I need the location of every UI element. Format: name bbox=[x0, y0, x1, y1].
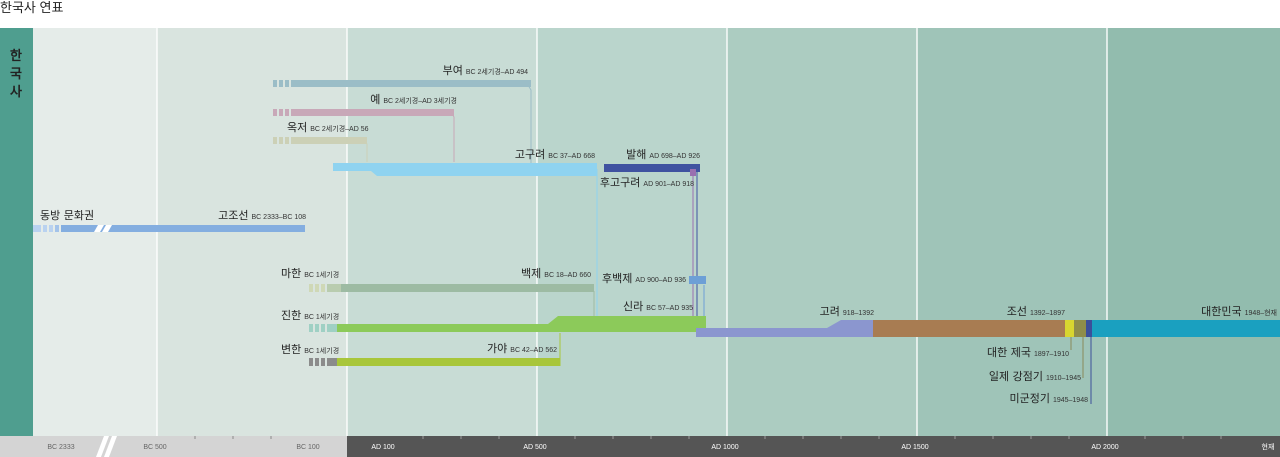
bar-ye-dash bbox=[279, 109, 283, 116]
bar-dongbang-dash bbox=[33, 225, 41, 232]
axis-tick-label: BC 100 bbox=[296, 444, 319, 451]
bar-mahan-dash bbox=[315, 284, 319, 292]
axis-tick-label: AD 1000 bbox=[711, 444, 738, 451]
bar-jinhan-dash bbox=[315, 324, 319, 332]
axis-break bbox=[104, 436, 117, 457]
bar-buyeo bbox=[291, 80, 531, 87]
era-band-4 bbox=[537, 28, 727, 436]
bar-okjeo-dash bbox=[273, 137, 277, 144]
bar-gojoseon bbox=[61, 225, 305, 232]
axis-tick-label: AD 1500 bbox=[901, 444, 928, 451]
bar-gojoseon-break bbox=[102, 225, 112, 232]
entity-label: 미군정기 1945–1948 bbox=[1009, 392, 1088, 405]
bar-jinhan-dash bbox=[321, 324, 325, 332]
bar-migunjeong bbox=[1086, 320, 1092, 337]
entity-label: 일제 강점기 1910–1945 bbox=[989, 369, 1081, 383]
bar-dongbang-dash bbox=[43, 225, 47, 232]
entity-label: 대한 제국 1897–1910 bbox=[987, 346, 1069, 359]
bar-joseon bbox=[873, 320, 1065, 337]
bar-ye-dash bbox=[285, 109, 289, 116]
entity-label: 동방 문화권 bbox=[40, 209, 94, 222]
era-band-5 bbox=[727, 28, 917, 436]
axis-bc-band bbox=[0, 436, 347, 457]
bar-buyeo-dash bbox=[279, 80, 283, 87]
axis-tick-label: AD 500 bbox=[523, 444, 546, 451]
bar-dongbang-dash bbox=[49, 225, 53, 232]
bar-ye-dash bbox=[273, 109, 277, 116]
axis-tick-label: AD 100 bbox=[371, 444, 394, 451]
bar-okjeo-dash bbox=[279, 137, 283, 144]
entity-label: 후고구려 AD 901–AD 918 bbox=[600, 176, 694, 189]
bar-goguryeo bbox=[333, 163, 597, 176]
bar-buyeo-dash bbox=[273, 80, 277, 87]
entity-label: 옥저 BC 2세기경–AD 56 bbox=[287, 121, 369, 134]
entity-label: 백제 BC 18–AD 660 bbox=[521, 267, 591, 280]
bar-mahan bbox=[327, 284, 341, 292]
bar-baekje bbox=[341, 284, 594, 292]
era-bands bbox=[33, 28, 1280, 436]
bar-mahan-dash bbox=[309, 284, 313, 292]
bar-ye bbox=[291, 109, 454, 116]
entity-label: 진한 BC 1세기경 bbox=[281, 309, 339, 322]
entity-label: 신라 BC 57–AD 935 bbox=[623, 300, 693, 313]
bar-byeonhan bbox=[327, 358, 337, 366]
side-label-bar: 한 국 사 bbox=[0, 28, 33, 436]
entity-label: 가야 BC 42–AD 562 bbox=[487, 342, 557, 355]
entity-label: 후백제 AD 900–AD 936 bbox=[602, 272, 686, 285]
entity-label: 발해 AD 698–AD 926 bbox=[626, 147, 700, 161]
korean-history-timeline: 한 국 사 bbox=[0, 28, 1280, 457]
side-label-char: 한 bbox=[10, 48, 22, 64]
bar-gaya bbox=[337, 358, 560, 366]
bar-goryeo bbox=[696, 320, 873, 337]
entity-label: 부여 BC 2세기경–AD 494 bbox=[443, 64, 528, 77]
time-axis: BC 2333 BC 500 BC 100 AD 100 AD 500 AD 1… bbox=[0, 436, 1280, 457]
bar-jinhan-dash bbox=[309, 324, 313, 332]
bar-daehan-jeguk bbox=[1065, 320, 1074, 337]
bar-jinhan bbox=[327, 324, 337, 332]
entity-label: 변한 BC 1세기경 bbox=[281, 343, 339, 356]
bar-hugoguryeo bbox=[690, 169, 696, 176]
entity-label: 고구려 BC 37–AD 668 bbox=[515, 148, 595, 161]
bar-iljae bbox=[1074, 320, 1086, 337]
bar-byeonhan-dash bbox=[321, 358, 325, 366]
entity-label: 예 BC 2세기경–AD 3세기경 bbox=[370, 93, 457, 106]
bar-byeonhan-dash bbox=[315, 358, 319, 366]
axis-ad-band bbox=[347, 436, 1280, 457]
bar-balhae bbox=[604, 164, 700, 172]
axis-tick-label: 현재 bbox=[1262, 443, 1275, 451]
side-label-char: 사 bbox=[10, 84, 22, 100]
bar-hubaekje bbox=[689, 276, 706, 284]
entity-label: 조선 1392–1897 bbox=[1007, 305, 1065, 318]
era-band-7 bbox=[1107, 28, 1280, 436]
bar-okjeo bbox=[291, 137, 367, 144]
bar-silla bbox=[337, 316, 706, 332]
bar-gojoseon-break bbox=[94, 225, 104, 232]
bar-okjeo-dash bbox=[285, 137, 289, 144]
bar-buyeo-dash bbox=[285, 80, 289, 87]
bar-dongbang-dash bbox=[55, 225, 59, 232]
axis-tick-label: AD 2000 bbox=[1091, 444, 1118, 451]
entity-label: 대한민국 1948–현재 bbox=[1201, 305, 1277, 318]
bar-mahan-dash bbox=[321, 284, 325, 292]
entity-labels: 동방 문화권 고조선 BC 2333–BC 108 부여 BC 2세기경–AD 49… bbox=[40, 64, 1277, 405]
side-label-char: 국 bbox=[10, 67, 22, 82]
bar-daehanminguk bbox=[1092, 320, 1280, 337]
era-band-3 bbox=[347, 28, 537, 436]
bars bbox=[33, 80, 1280, 366]
entity-label: 고조선 BC 2333–BC 108 bbox=[218, 209, 306, 222]
axis-tick-label: BC 2333 bbox=[47, 444, 74, 451]
page-title: 한국사 연표 bbox=[0, 0, 64, 15]
era-band-6 bbox=[917, 28, 1107, 436]
entity-label: 마한 BC 1세기경 bbox=[281, 267, 339, 280]
entity-label: 고려 918–1392 bbox=[820, 305, 875, 318]
bar-byeonhan-dash bbox=[309, 358, 313, 366]
axis-tick-label: BC 500 bbox=[143, 444, 166, 451]
axis-break bbox=[96, 436, 109, 457]
